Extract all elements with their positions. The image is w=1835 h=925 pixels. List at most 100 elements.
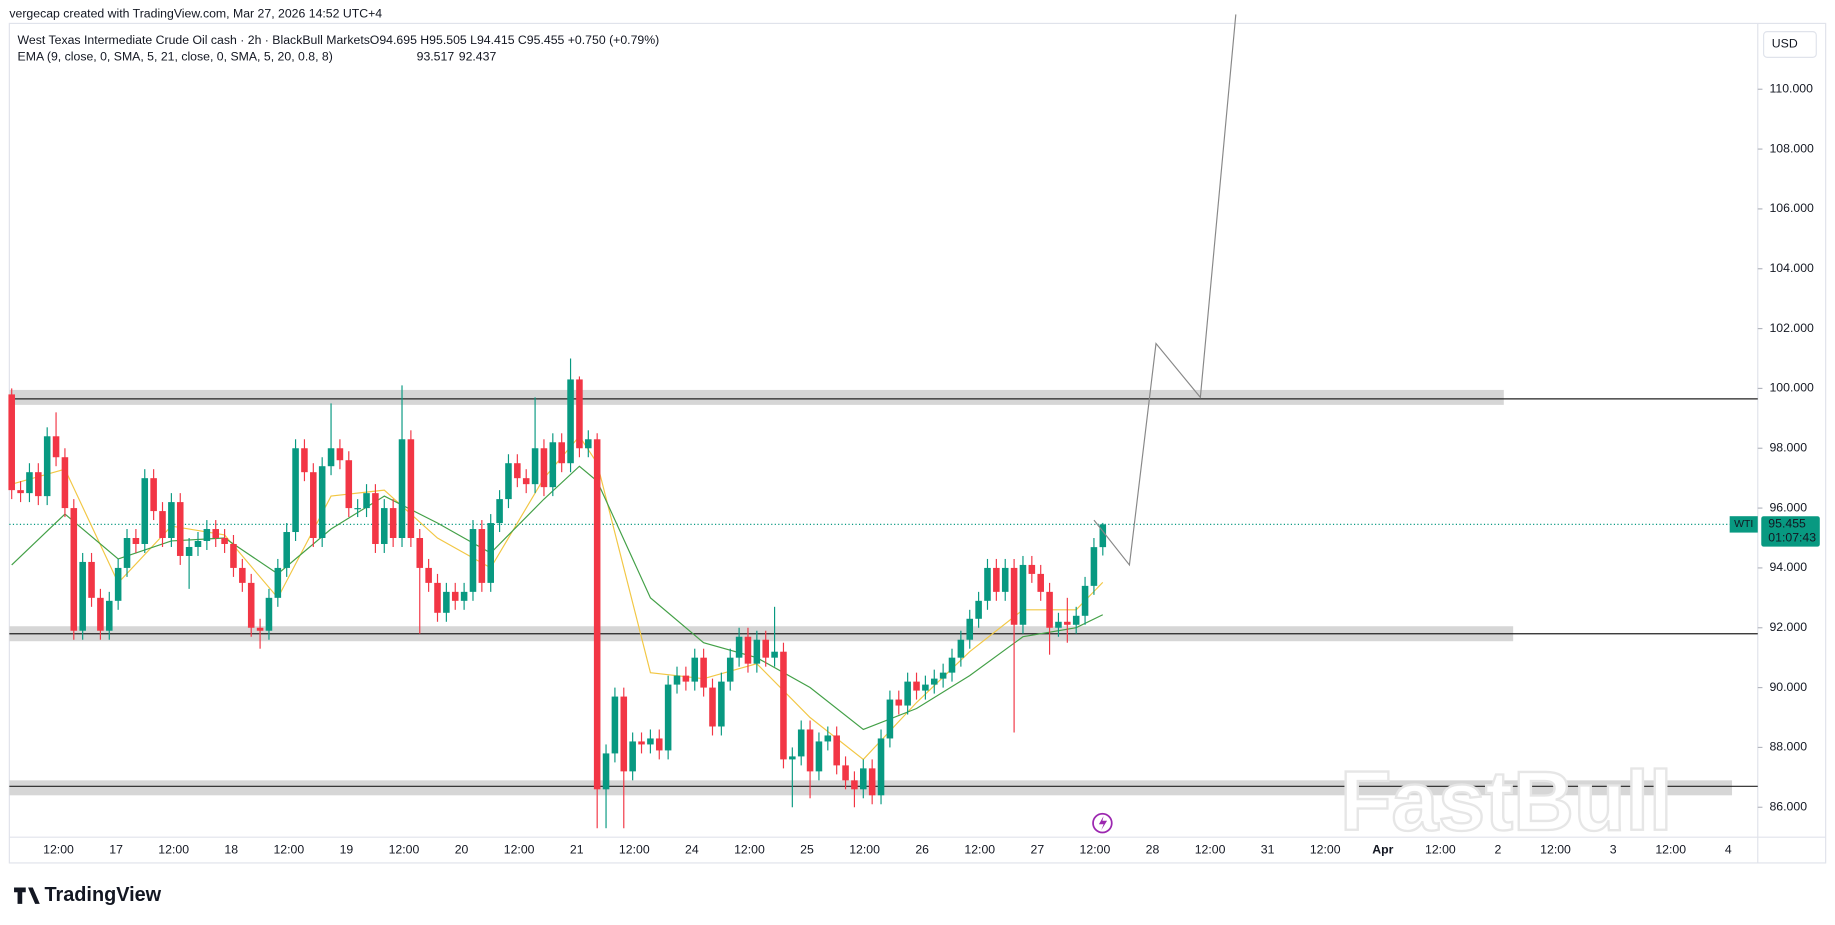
candle-body xyxy=(904,681,911,706)
candle-body xyxy=(948,657,956,673)
candle-body xyxy=(496,499,503,524)
candle-body xyxy=(363,493,370,509)
candle-body xyxy=(851,780,858,790)
countdown: 01:07:43 xyxy=(1768,531,1816,545)
candle-body xyxy=(771,651,778,658)
candle-body xyxy=(123,538,131,568)
candle-body xyxy=(97,597,104,631)
candle-body xyxy=(673,675,681,685)
x-tick-label: 12:00 xyxy=(849,842,880,856)
candle-body xyxy=(726,657,734,682)
last-price: 95.455 xyxy=(1768,517,1806,531)
candle-body xyxy=(922,684,929,691)
candle-body xyxy=(310,472,317,539)
projection-path xyxy=(1093,14,1237,567)
candle-body xyxy=(1001,567,1009,592)
x-tick-label: 27 xyxy=(1031,842,1045,856)
candle-body xyxy=(514,463,521,479)
candle-body xyxy=(629,741,636,772)
candle-body xyxy=(265,597,273,631)
x-tick-label: 12:00 xyxy=(43,842,74,856)
y-tick-label: 106.000 xyxy=(1769,201,1814,215)
candle-body xyxy=(797,729,805,757)
candle-body xyxy=(1055,621,1062,628)
candle-body xyxy=(762,639,769,658)
candle-body xyxy=(522,478,530,485)
candle-body xyxy=(398,439,406,539)
x-tick-label: 2 xyxy=(1495,842,1502,856)
x-tick-label: 3 xyxy=(1610,842,1617,856)
candle-body xyxy=(1072,615,1080,625)
price-tag xyxy=(1761,516,1820,547)
candle-body xyxy=(895,699,903,706)
x-tick-label: 28 xyxy=(1146,842,1160,856)
candle-body xyxy=(460,591,468,601)
candle-body xyxy=(780,651,787,760)
y-tick-label: 92.000 xyxy=(1769,620,1807,634)
symbol-tag xyxy=(1729,516,1758,533)
candle-body xyxy=(407,439,415,539)
candle-body xyxy=(1081,585,1089,616)
candle-body xyxy=(1010,567,1018,625)
candle-body xyxy=(389,508,397,539)
candle-body xyxy=(824,735,832,742)
candle-body xyxy=(789,756,796,760)
y-tick-label: 102.000 xyxy=(1769,321,1814,335)
candle-body xyxy=(718,681,725,727)
candle-body xyxy=(434,582,441,613)
x-tick-label: Apr xyxy=(1372,842,1393,856)
candle-body xyxy=(372,493,379,544)
candle-body xyxy=(61,457,69,509)
candle-body xyxy=(611,696,619,754)
candle-body xyxy=(531,448,539,485)
symbol: WTI xyxy=(1734,518,1753,530)
candle-body xyxy=(1099,524,1107,548)
candle-body xyxy=(585,439,592,449)
candle-body xyxy=(336,448,344,461)
candle-body xyxy=(966,618,974,640)
x-tick-label: 12:00 xyxy=(273,842,304,856)
indicator-title: EMA (9, close, 0, SMA, 5, 21, close, 0, … xyxy=(18,50,333,64)
candle-body xyxy=(505,463,512,500)
candle-body xyxy=(88,561,95,598)
watermark: FastBull xyxy=(1339,753,1674,849)
event-icon-bolt xyxy=(1098,816,1108,831)
x-tick-label: 31 xyxy=(1261,842,1275,856)
x-tick-label: 20 xyxy=(455,842,469,856)
y-tick-label: 104.000 xyxy=(1769,261,1814,275)
candle-body xyxy=(549,442,557,488)
candle-body xyxy=(868,768,876,796)
candle-body xyxy=(301,448,308,473)
candle-body xyxy=(753,639,761,664)
x-tick-label: 12:00 xyxy=(964,842,995,856)
x-tick-label: 19 xyxy=(340,842,354,856)
y-tick-label: 90.000 xyxy=(1769,680,1807,694)
candle-body xyxy=(159,511,166,539)
candle-body xyxy=(274,567,282,598)
candle-body xyxy=(8,394,15,491)
candle-body xyxy=(647,738,654,745)
candle-body xyxy=(425,567,432,583)
y-tick-label: 86.000 xyxy=(1769,800,1807,814)
event-icon[interactable] xyxy=(1092,812,1113,834)
y-tick-label: 98.000 xyxy=(1769,440,1807,454)
candle-body xyxy=(886,699,894,739)
candle-body xyxy=(806,729,814,772)
candle-body xyxy=(478,529,486,583)
candle-body xyxy=(593,439,601,790)
x-tick-label: 12:00 xyxy=(1195,842,1226,856)
candle-body xyxy=(451,591,459,601)
candle-body xyxy=(1090,547,1098,586)
watermark-text: FastBull xyxy=(1340,754,1672,848)
candle-body xyxy=(744,636,752,664)
candle-body xyxy=(380,508,388,544)
currency-box[interactable] xyxy=(1763,31,1817,58)
candle-body xyxy=(487,523,494,583)
candle-body xyxy=(247,582,255,628)
candle-body xyxy=(913,681,920,691)
credit: vergecap created with TradingView.com, M… xyxy=(9,6,382,20)
candle-body xyxy=(957,639,965,658)
candle-body xyxy=(150,478,157,512)
candle-body xyxy=(318,466,326,539)
